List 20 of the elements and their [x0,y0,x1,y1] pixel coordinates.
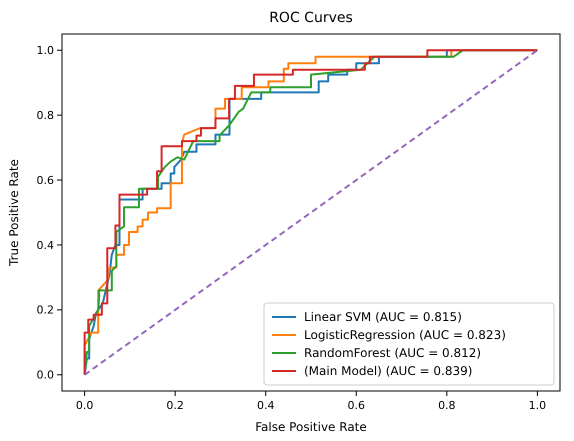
line-series [84,49,538,376]
y-axis-title: True Positive Rate [7,159,21,267]
legend-label: Linear SVM (AUC = 0.815) [304,310,462,324]
x-tick-label: 0.2 [166,399,184,412]
x-tick-label: 1.0 [528,399,546,412]
x-tick-label: 0.8 [438,399,456,412]
legend-label: (Main Model) (AUC = 0.839) [304,364,472,378]
legend-label: LogisticRegression (AUC = 0.823) [304,328,506,342]
x-tick-label: 0.6 [348,399,366,412]
x-axis-title: False Positive Rate [255,420,367,434]
y-tick-label: 1.0 [36,44,54,58]
y-tick-label: 0.8 [36,108,54,122]
y-tick-label: 0.2 [36,304,54,317]
y-tick-label: 0.6 [36,174,54,187]
chart-title: ROC Curves [269,10,353,26]
y-tick-label: 0.0 [36,368,54,382]
x-tick-label: 0.4 [256,399,274,412]
x-tick-label: 0.0 [76,399,94,412]
y-tick-label: 0.4 [36,238,54,252]
legend-label: RandomForest (AUC = 0.812) [304,346,482,360]
